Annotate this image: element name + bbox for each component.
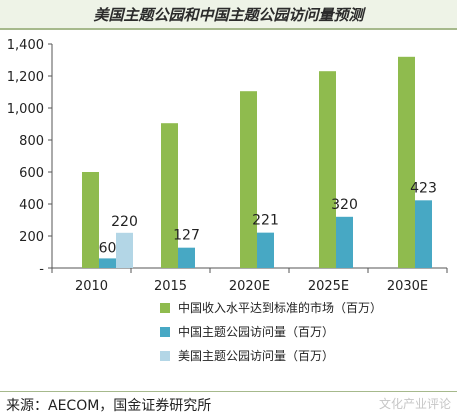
- legend-swatch: [160, 303, 170, 313]
- bars: [82, 56, 432, 268]
- bar-data-label: 220: [111, 214, 138, 230]
- x-tick-label: 2015: [154, 279, 187, 294]
- y-tick-label: 1,400: [7, 38, 44, 53]
- y-tick-label: 400: [19, 198, 44, 213]
- y-axis: - 200 400 600 800 1,000 1,200 1,400: [7, 38, 53, 277]
- bar: [257, 232, 274, 268]
- bar-chart: - 200 400 600 800 1,000 1,200 1,400 2010 2015 202…: [7, 38, 448, 363]
- bar: [82, 172, 99, 268]
- bar: [116, 232, 133, 268]
- bar: [240, 91, 257, 268]
- bar: [336, 216, 353, 268]
- legend-swatch: [160, 351, 170, 361]
- bar-data-label: 60: [99, 240, 117, 256]
- bar-data-label: 320: [331, 197, 358, 213]
- bar: [99, 258, 116, 268]
- x-axis: 2010 2015 2020E 2025E 2030E: [51, 267, 448, 294]
- y-tick-label: -: [39, 262, 44, 277]
- y-tick-label: 800: [19, 134, 44, 149]
- x-tick-label: 2020E: [229, 279, 270, 294]
- legend-label: 中国主题公园访问量（百万）: [178, 324, 334, 339]
- bar-data-label: 423: [410, 180, 437, 196]
- source-note: 来源：AECOM，国金证券研究所: [6, 398, 212, 414]
- bar-data-label: 221: [252, 213, 279, 229]
- y-tick-label: 600: [19, 166, 44, 181]
- bar-data-label: 127: [173, 228, 200, 244]
- x-tick-label: 2010: [75, 279, 108, 294]
- y-tick-label: 1,000: [7, 102, 44, 117]
- y-tick-label: 200: [19, 230, 44, 245]
- bar: [178, 247, 195, 268]
- bar: [415, 200, 432, 268]
- watermark-text: 文化产业评论: [378, 397, 451, 411]
- legend-swatch: [160, 327, 170, 337]
- legend: 中国收入水平达到标准的市场（百万） 中国主题公园访问量（百万） 美国主题公园访问量（…: [160, 300, 382, 363]
- x-tick-label: 2025E: [308, 279, 349, 294]
- title-bar: 美国主题公园和中国主题公园访问量预测: [0, 0, 457, 30]
- footer-divider: [0, 391, 457, 392]
- y-tick-label: 1,200: [7, 70, 44, 85]
- bar: [161, 123, 178, 268]
- bar: [319, 71, 336, 268]
- bar-labels: 60 127 221 320 423 220: [99, 180, 437, 256]
- x-tick-label: 2030E: [387, 279, 428, 294]
- bar: [398, 56, 415, 268]
- legend-label: 美国主题公园访问量（百万）: [178, 349, 334, 363]
- chart-title: 美国主题公园和中国主题公园访问量预测: [93, 6, 364, 24]
- legend-label: 中国收入水平达到标准的市场（百万）: [178, 300, 382, 315]
